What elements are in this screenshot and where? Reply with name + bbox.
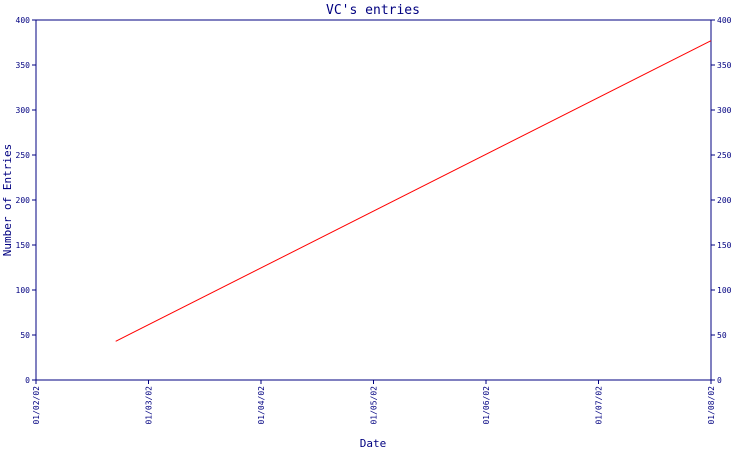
y-tick-label-right: 400	[717, 16, 732, 25]
y-tick-label-right: 300	[717, 106, 732, 115]
x-axis: 01/02/02 01/03/02 01/04/02 01/05/02 01/06/02…	[32, 380, 716, 425]
x-axis-label: Date	[360, 437, 387, 450]
chart-title: VC's entries	[326, 3, 420, 18]
x-tick-label: 01/06/02	[482, 386, 491, 425]
x-tick-label: 01/05/02	[370, 386, 379, 425]
y-axis-left: 0 50 100 150 200 250 300 350 400	[16, 16, 36, 385]
x-tick-label: 01/07/02	[595, 386, 604, 425]
y-tick-label: 350	[16, 61, 31, 70]
series-line	[115, 40, 712, 342]
y-tick-label: 400	[16, 16, 31, 25]
x-tick-label: 01/02/02	[32, 386, 41, 425]
y-tick-label: 300	[16, 106, 31, 115]
plot-area	[35, 19, 712, 381]
y-tick-label: 250	[16, 151, 31, 160]
y-tick-label: 0	[25, 376, 30, 385]
y-tick-label: 100	[16, 286, 31, 295]
y-tick-label-right: 350	[717, 61, 732, 70]
y-axis-label: Number of Entries	[1, 144, 14, 257]
y-tick-label-right: 50	[717, 331, 727, 340]
y-tick-label-right: 0	[717, 376, 722, 385]
y-tick-label-right: 200	[717, 196, 732, 205]
x-tick-label: 01/08/02	[707, 386, 716, 425]
x-tick-label: 01/03/02	[145, 386, 154, 425]
y-axis-right: 0 50 100 150 200 250 300 350 400	[711, 16, 732, 385]
y-tick-label: 200	[16, 196, 31, 205]
y-tick-label: 50	[20, 331, 30, 340]
x-tick-label: 01/04/02	[257, 386, 266, 425]
y-tick-label-right: 150	[717, 241, 732, 250]
y-tick-label-right: 100	[717, 286, 732, 295]
series-layer	[115, 40, 712, 342]
y-tick-label-right: 250	[717, 151, 732, 160]
y-tick-label: 150	[16, 241, 31, 250]
